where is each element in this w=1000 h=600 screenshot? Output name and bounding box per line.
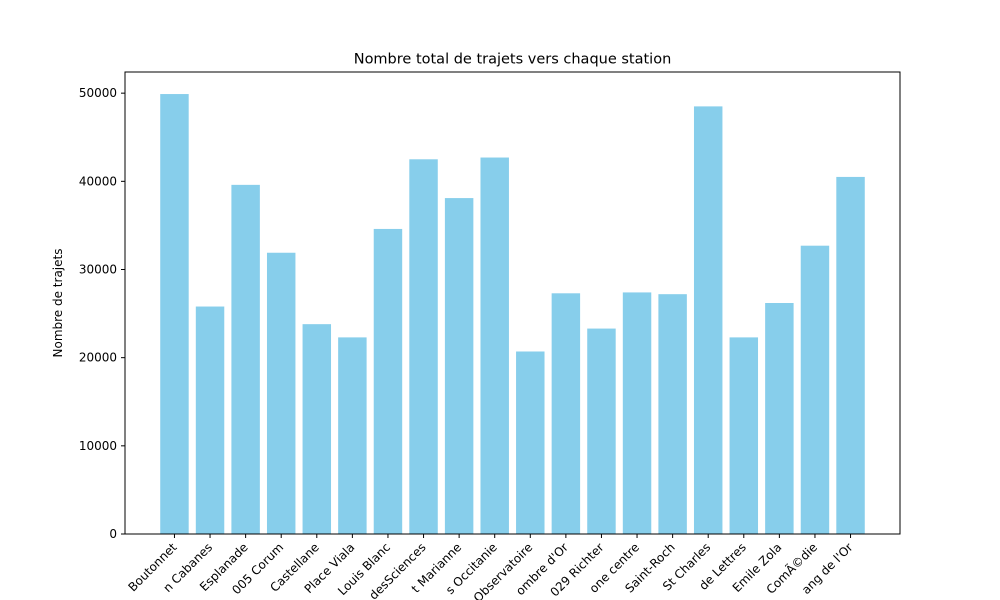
y-ticks-group: 0 10000 20000 30000 40000 50000 — [79, 86, 125, 541]
bar — [266, 252, 296, 535]
y-tick-label: 50000 — [79, 86, 117, 100]
y-tick-label: 30000 — [79, 262, 117, 276]
chart-title: Nombre total de trajets vers chaque stat… — [354, 52, 672, 68]
bar — [658, 294, 687, 534]
bar — [302, 324, 332, 534]
y-axis-label: Nombre de trajets — [51, 249, 65, 358]
bar — [516, 351, 545, 534]
plot-frame — [124, 71, 901, 535]
bar — [765, 303, 794, 534]
bar — [551, 293, 581, 534]
bar — [729, 337, 759, 534]
y-tick-label: 20000 — [79, 351, 117, 365]
bar — [587, 328, 616, 534]
bar — [800, 245, 830, 534]
bar — [409, 159, 438, 534]
bar — [693, 106, 723, 534]
bar — [338, 337, 367, 534]
y-tick-label: 10000 — [79, 439, 117, 453]
bar — [231, 184, 260, 534]
y-tick-label: 0 — [109, 527, 117, 541]
bar — [195, 306, 225, 534]
bar — [836, 176, 865, 534]
bar — [160, 94, 189, 534]
bar — [444, 198, 474, 535]
bar — [373, 228, 403, 534]
bar — [622, 292, 652, 534]
bars-group — [160, 94, 865, 535]
bar — [480, 157, 509, 535]
y-tick-label: 40000 — [79, 174, 117, 188]
